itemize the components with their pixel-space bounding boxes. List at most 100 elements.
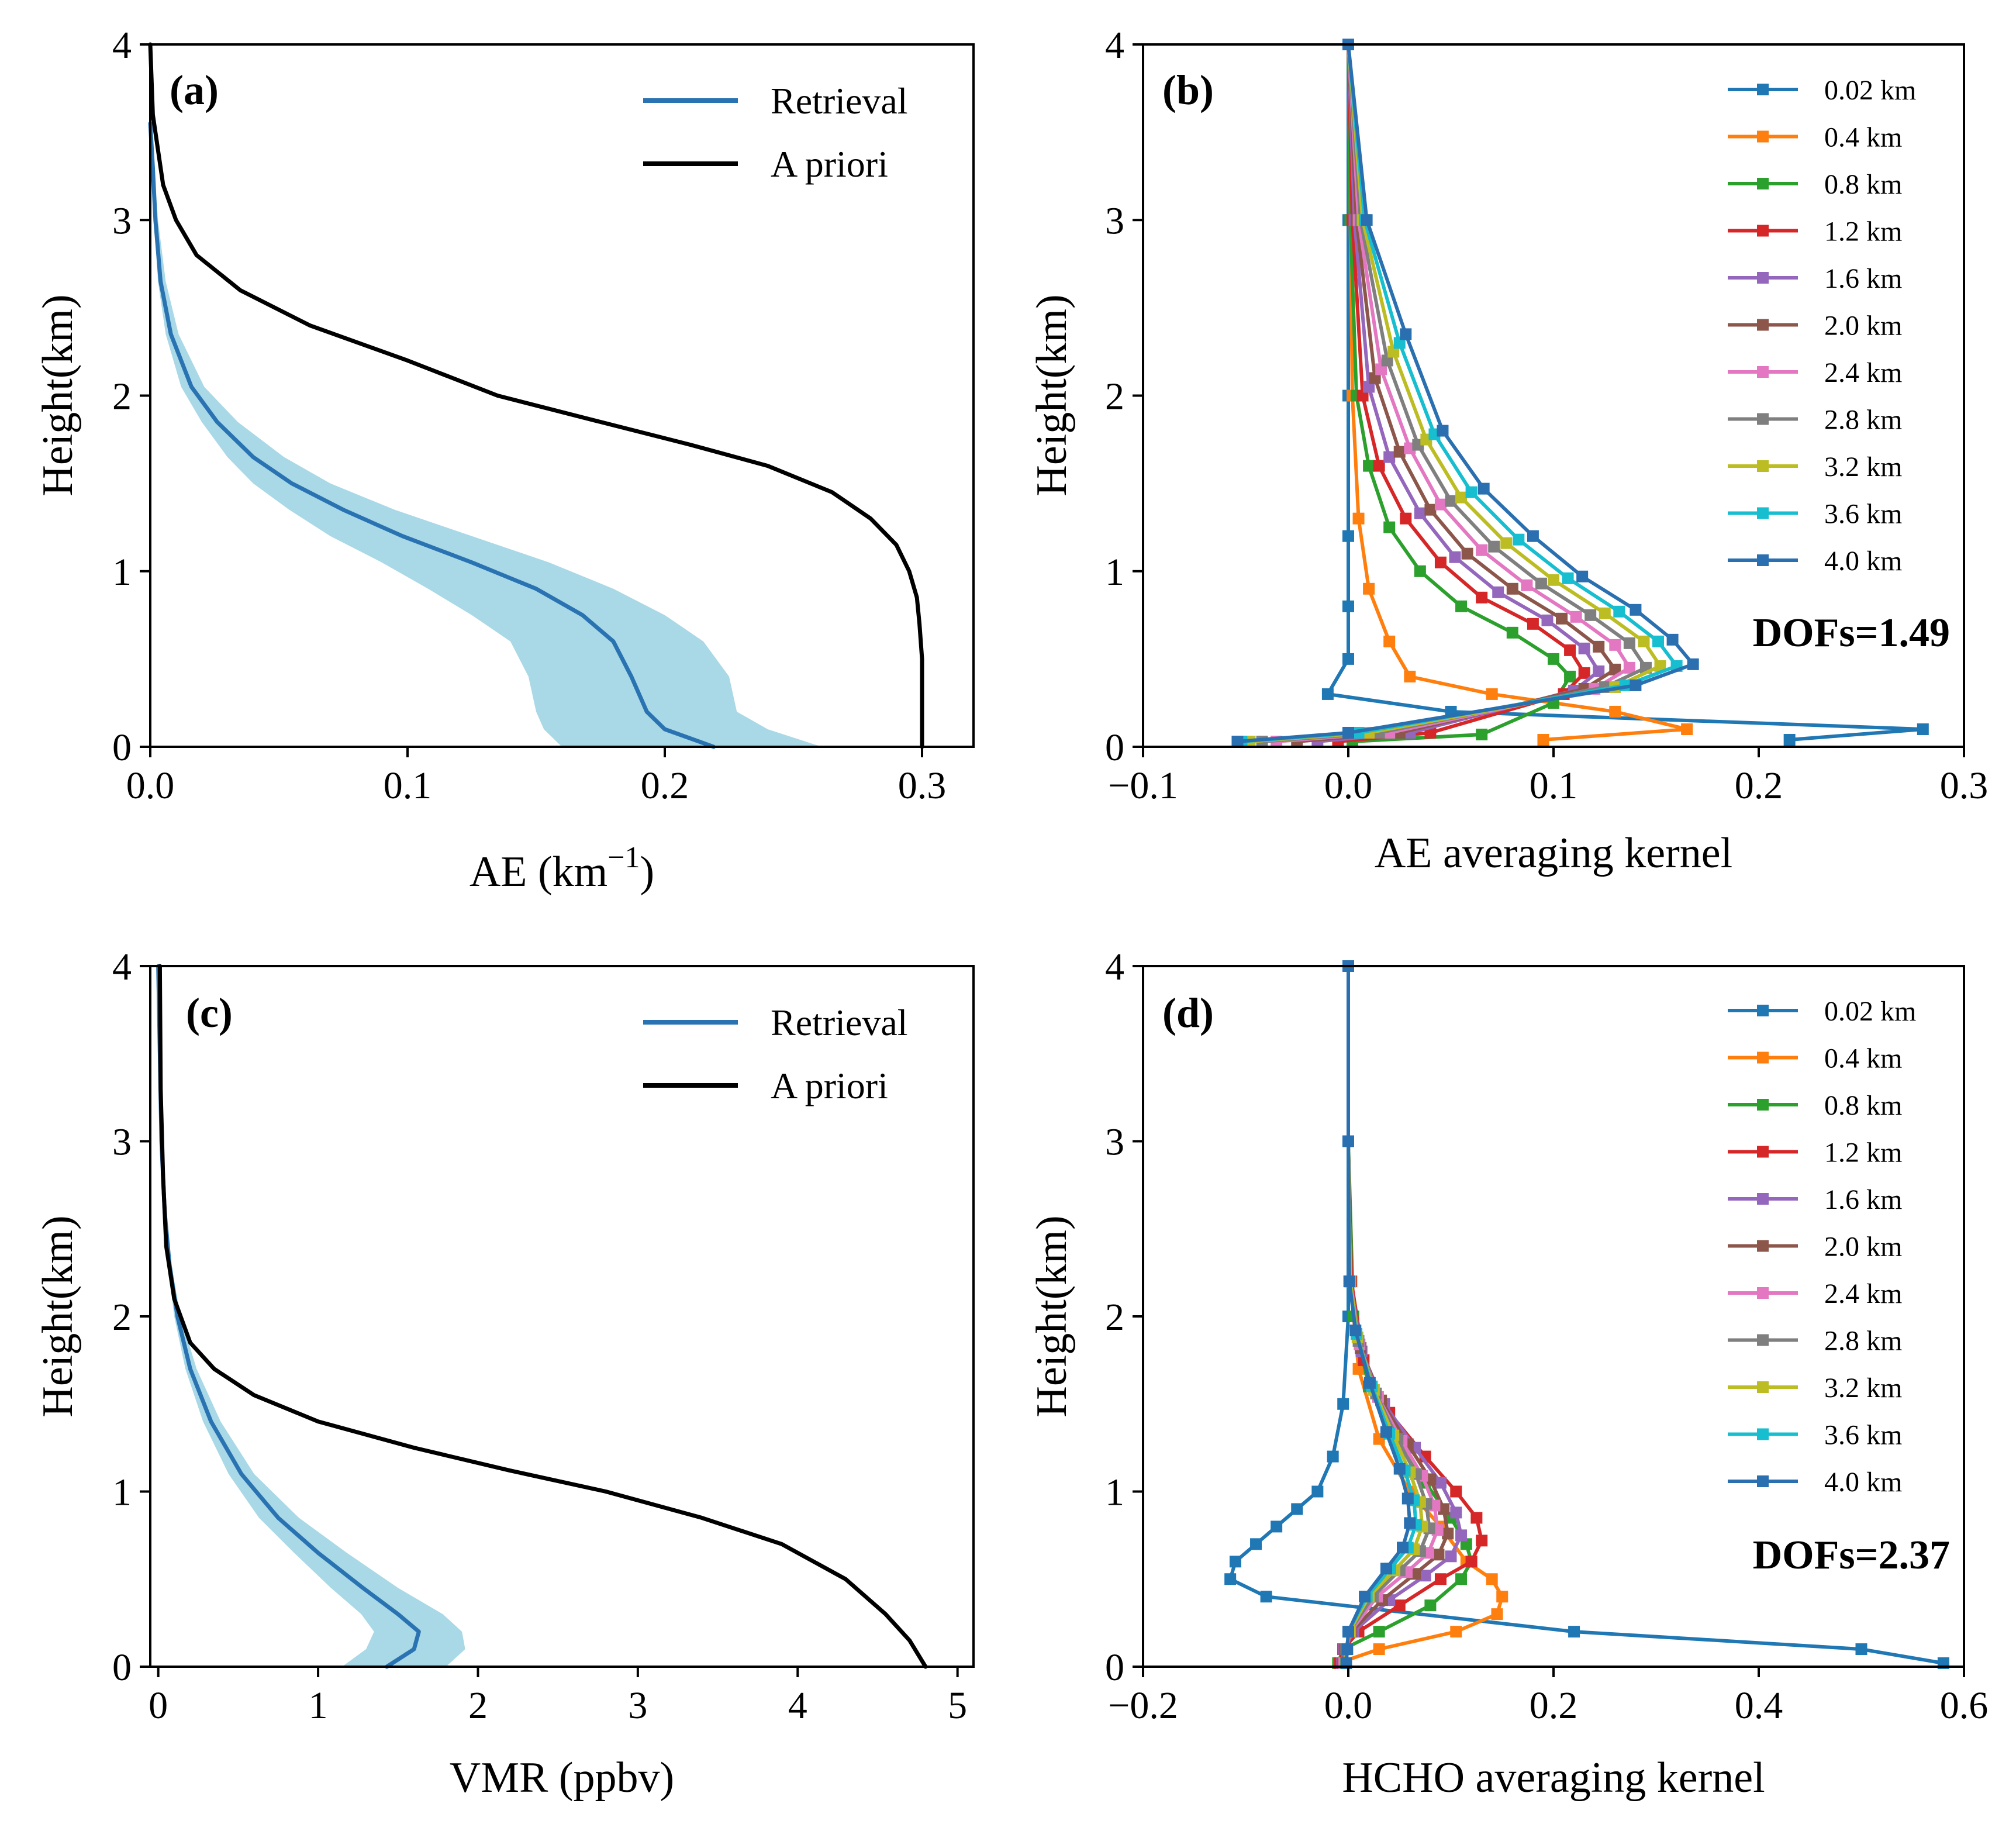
panel-d-kernel-marker — [1455, 1573, 1468, 1585]
panel-d-dofs-annotation: DOFs=2.37 — [1753, 1533, 1950, 1578]
panel-a-ylabel: Height(km) — [34, 294, 82, 496]
legend-swatch-marker — [1757, 413, 1769, 425]
panel-b-kernel-marker — [1564, 644, 1576, 656]
panel-b-kernel-marker — [1527, 618, 1539, 630]
panel-d-kernel-marker — [1855, 1643, 1867, 1656]
panel-d-kernel-marker — [1349, 1324, 1362, 1336]
legend-label: 0.4 km — [1824, 122, 1902, 153]
panel-b-kernel-marker — [1527, 530, 1539, 542]
panel-c-xlabel: VMR (ppbv) — [450, 1754, 674, 1802]
legend-swatch-marker — [1757, 272, 1769, 284]
panel-d-ticks-layer: −0.2 0.0 0.2 0.4 0.6 0 1 2 3 4 — [1105, 946, 1988, 1727]
legend-swatch-marker — [1757, 84, 1769, 95]
panel-a-ytick-label: 3 — [112, 199, 132, 242]
panel-d-kernel-marker — [1343, 1275, 1355, 1288]
panel-a-uncertainty-band — [150, 123, 822, 747]
panel-b-kernel-line-0p02-km — [1325, 44, 1925, 742]
panel-b-kernel-marker — [1623, 661, 1635, 674]
legend-swatch-marker — [1757, 1099, 1769, 1111]
panel-b-ticks-layer: −0.1 0.0 0.1 0.2 0.3 0 1 2 3 4 — [1105, 24, 1988, 807]
legend-label: 1.6 km — [1824, 263, 1902, 294]
legend-swatch-marker — [1757, 460, 1769, 472]
panel-d-legend: 0.02 km 0.4 km 0.8 km 1.2 km 1.6 km 2.0 km 2.4… — [1728, 996, 1916, 1498]
panel-c-xtick-label: 3 — [628, 1684, 647, 1727]
panel-b-kernel-marker — [1609, 705, 1621, 718]
panel-c-ytick-label: 2 — [112, 1296, 132, 1339]
panel-b-kernel-marker — [1476, 544, 1488, 556]
legend-label-apriori: A priori — [771, 1065, 888, 1106]
panel-b-kernel-marker — [1593, 640, 1605, 653]
panel-c-legend: Retrieval A priori — [643, 1002, 908, 1106]
legend-swatch-marker — [1757, 507, 1769, 519]
panel-b-kernel-marker — [1917, 723, 1929, 735]
panel-d-kernel-marker — [1450, 1506, 1462, 1519]
panel-b-kernel-marker — [1599, 607, 1611, 619]
panel-d-kernel-marker — [1393, 1463, 1406, 1475]
panel-a-legend: Retrieval A priori — [643, 80, 908, 185]
panel-b-kernel-marker — [1548, 653, 1559, 665]
panel-d-kernel-marker — [1450, 1485, 1462, 1498]
panel-d-kernel-marker — [1486, 1573, 1498, 1585]
panel-d-kernel-marker — [1434, 1573, 1447, 1585]
panel-b-kernel-marker — [1352, 512, 1365, 525]
panel-b-xtick-label: 0.2 — [1735, 764, 1783, 807]
panel-c-xtick-label: 1 — [309, 1684, 328, 1727]
panel-b-series-layer — [1231, 39, 1929, 747]
panel-d-kernel-marker — [1327, 1450, 1339, 1463]
panel-b-kernel-marker — [1373, 460, 1385, 472]
panel-b-kernel-marker — [1564, 670, 1576, 682]
panel-c-ylabel: Height(km) — [34, 1215, 82, 1417]
panel-b-kernel-marker — [1363, 460, 1375, 472]
panel-a-band-layer — [150, 123, 822, 747]
panel-b-kernel-marker — [1455, 600, 1468, 612]
panel-d-xtick-label: 0.0 — [1324, 1684, 1373, 1727]
legend-swatch-marker — [1757, 1475, 1769, 1487]
panel-d-kernel-marker — [1311, 1485, 1324, 1498]
panel-b-kernel-marker — [1356, 389, 1369, 402]
panel-d-kernel-marker — [1434, 1477, 1447, 1489]
panel-b-kernel-marker — [1342, 726, 1354, 739]
panel-d-ytick-label: 4 — [1105, 946, 1124, 988]
panel-d-kernel-marker — [1432, 1549, 1445, 1561]
panel-b-kernel-marker — [1513, 533, 1525, 546]
panel-b-kernel-marker — [1783, 733, 1796, 746]
panel-a-series-layer — [148, 42, 924, 749]
panel-b-kernel-marker — [1609, 663, 1621, 675]
legend-label-retrieval: Retrieval — [771, 80, 908, 122]
panel-b-kernel-marker — [1231, 735, 1244, 747]
panel-a-xtick-label: 0.3 — [898, 764, 947, 807]
panel-c: 0 1 2 3 4 5 0 1 2 3 4 (c) Retrieval A priori VMR (… — [34, 946, 975, 1802]
panel-c-label: (c) — [186, 989, 233, 1036]
legend-label: 1.2 km — [1824, 1137, 1902, 1168]
panel-b-kernel-marker — [1434, 498, 1447, 511]
panel-b-kernel-marker — [1623, 637, 1635, 649]
panel-b-kernel-marker — [1681, 723, 1693, 735]
panel-d-kernel-marker — [1229, 1556, 1241, 1568]
panel-d-kernel-marker — [1373, 1643, 1385, 1656]
panel-c-series-layer — [156, 964, 928, 1669]
panel-d-kernel-marker — [1438, 1503, 1450, 1515]
legend-swatch-marker — [1757, 1146, 1769, 1158]
panel-b-kernel-marker — [1666, 633, 1679, 646]
legend-label: 3.6 km — [1824, 499, 1902, 530]
panel-b-kernel-marker — [1556, 612, 1568, 625]
panel-b-kernel-marker — [1638, 635, 1650, 647]
panel-d-kernel-marker — [1470, 1512, 1483, 1524]
legend-label-apriori: A priori — [771, 143, 888, 185]
panel-a: 0.0 0.1 0.2 0.3 0 1 2 3 4 (a) Retrieval A priori… — [34, 24, 975, 896]
legend-swatch-marker — [1757, 1240, 1769, 1252]
panel-b-kernel-marker — [1570, 611, 1582, 623]
panel-b-kernel-marker — [1486, 688, 1498, 700]
panel-b-kernel-marker — [1654, 660, 1666, 672]
panel-b-ytick-label: 1 — [1105, 551, 1124, 594]
panel-b-kernel-marker — [1488, 540, 1500, 553]
panel-a-ytick-label: 2 — [112, 375, 132, 418]
panel-c-ytick-label: 3 — [112, 1121, 132, 1164]
panel-d-xtick-label: 0.4 — [1735, 1684, 1783, 1727]
panel-d-kernel-marker — [1342, 1626, 1354, 1638]
legend-label: 2.0 km — [1824, 1232, 1902, 1263]
legend-swatch-marker — [1757, 130, 1769, 143]
